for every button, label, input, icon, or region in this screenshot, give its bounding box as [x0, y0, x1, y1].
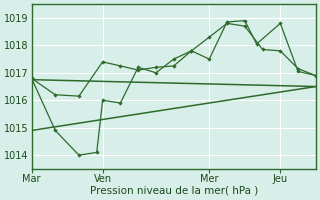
X-axis label: Pression niveau de la mer( hPa ): Pression niveau de la mer( hPa ) [90, 186, 258, 196]
